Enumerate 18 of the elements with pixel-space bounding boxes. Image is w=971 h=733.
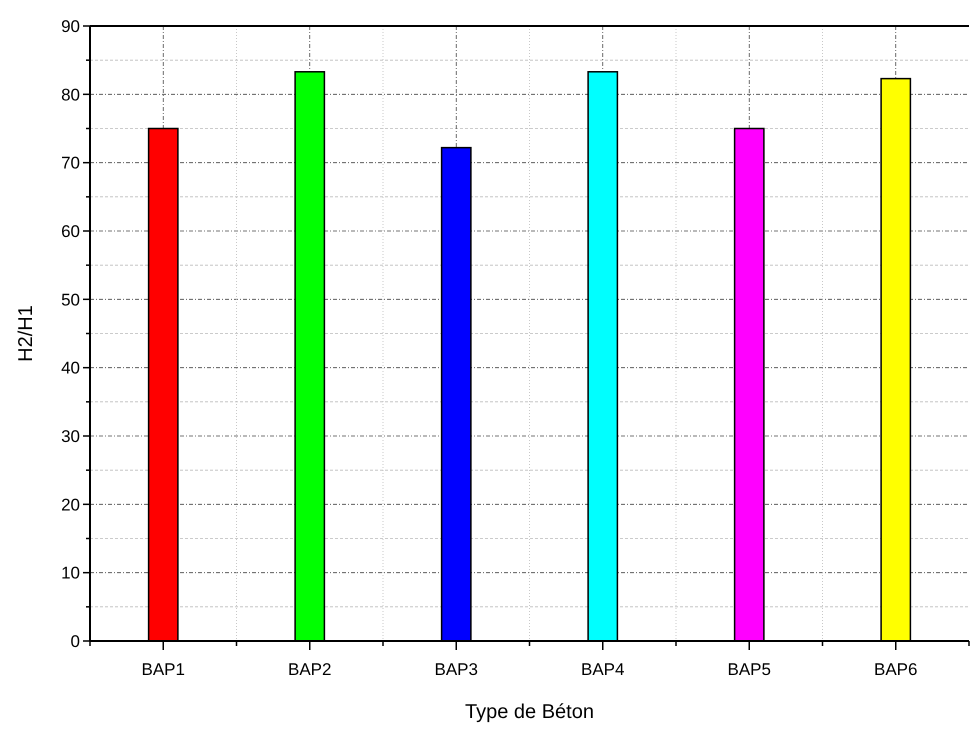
y-tick-label: 50 [61,290,80,310]
y-tick-label: 90 [61,16,80,36]
y-tick-label: 40 [61,358,80,378]
x-tick-label: BAP6 [874,660,918,679]
y-tick-label: 20 [61,495,80,514]
y-tick-label: 70 [61,154,80,173]
y-tick-label: 10 [61,564,80,583]
y-tick-label: 60 [61,222,80,241]
x-tick-label: BAP2 [288,660,332,679]
x-tick-label: BAP5 [728,660,771,679]
y-tick-label: 30 [61,426,80,446]
x-tick-label: BAP3 [434,660,478,679]
y-tick-label: 80 [61,85,80,104]
y-axis-title: H2/H1 [15,305,37,362]
x-tick-label: BAP4 [581,660,624,679]
x-axis-title: Type de Béton [465,701,594,723]
y-tick-label: 0 [70,632,80,651]
x-tick-label: BAP1 [142,660,185,679]
